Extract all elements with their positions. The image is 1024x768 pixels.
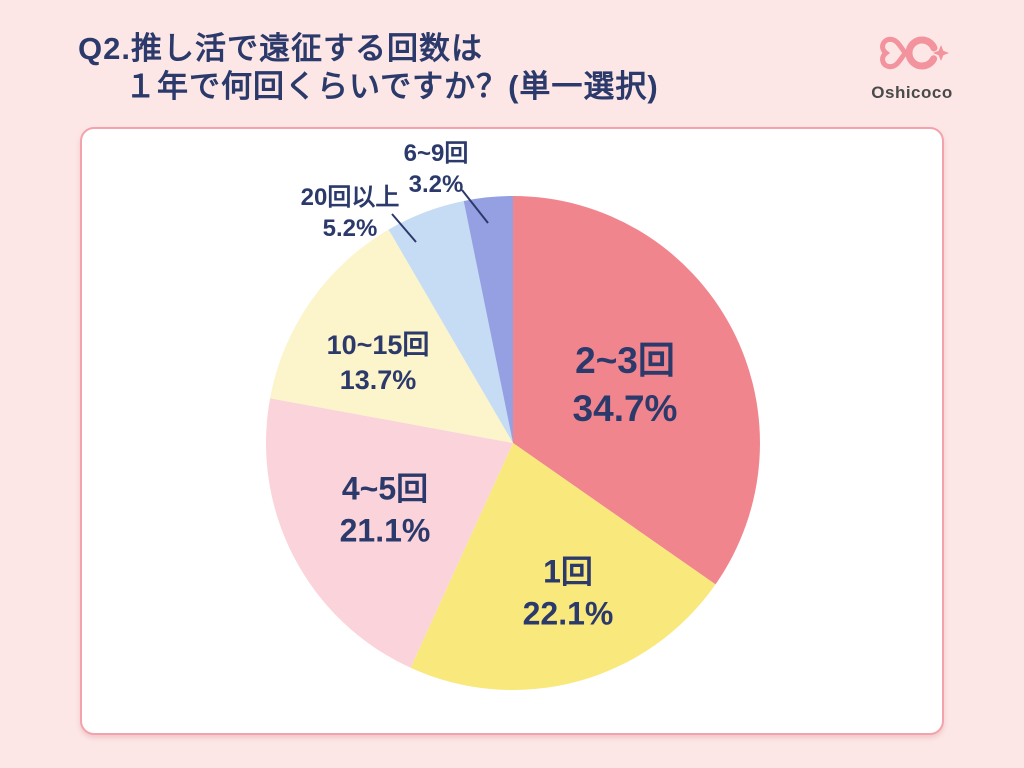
chart-card: 2~3回 34.7% 1回 22.1% 4~5回 21.1% 10~15回 13… xyxy=(80,127,944,735)
pie-label-pct: 22.1% xyxy=(522,595,614,631)
oshicoco-logo-text: Oshicoco xyxy=(871,83,953,102)
pie-label-4-5: 4~5回 21.1% xyxy=(340,468,431,551)
pie-label-name: 10~15回 xyxy=(326,329,430,360)
pie-slice-3 xyxy=(270,229,513,443)
pie-label-name: 20回以上 xyxy=(300,183,400,211)
leader-line xyxy=(391,213,417,243)
pie-label-pct: 21.1% xyxy=(339,512,431,548)
page-title-line2: １年で何回くらいですか？(単一選択) xyxy=(125,69,659,104)
pie-label-name: 2~3回 xyxy=(575,339,675,381)
pie-label-2-3: 2~3回 34.7% xyxy=(573,337,678,433)
pie-label-pct: 34.7% xyxy=(572,388,678,429)
pie-slice-5 xyxy=(463,196,513,443)
pie-slice-4 xyxy=(388,201,513,443)
pie-label-1: 1回 22.1% xyxy=(523,551,614,634)
pie-label-20plus: 20回以上 5.2% xyxy=(301,182,400,244)
page-title-line1: Q2.推し活で遠征する回数は xyxy=(78,31,483,66)
page-title: Q2.推し活で遠征する回数は １年で何回くらいですか？(単一選択) xyxy=(78,30,659,106)
pie-label-10-15: 10~15回 13.7% xyxy=(327,328,430,398)
pie-label-name: 6~9回 xyxy=(403,139,469,167)
oshicoco-logo: Oshicoco xyxy=(862,30,962,103)
chart-area: 2~3回 34.7% 1回 22.1% 4~5回 21.1% 10~15回 13… xyxy=(82,129,942,733)
pie-label-name: 1回 xyxy=(543,553,593,590)
pie-label-pct: 13.7% xyxy=(339,365,417,395)
pie-slice-2 xyxy=(265,398,513,668)
pie-chart xyxy=(265,189,760,691)
leader-line xyxy=(461,189,489,224)
pie-label-pct: 5.2% xyxy=(322,215,378,242)
pie-label-pct: 3.2% xyxy=(408,171,464,198)
pie-slice-1 xyxy=(410,443,716,691)
oshicoco-infinity-hearts-icon xyxy=(871,30,953,81)
pie-label-6-9: 6~9回 3.2% xyxy=(404,138,469,200)
pie-slice-0 xyxy=(513,196,760,585)
pie-label-name: 4~5回 xyxy=(341,470,429,507)
